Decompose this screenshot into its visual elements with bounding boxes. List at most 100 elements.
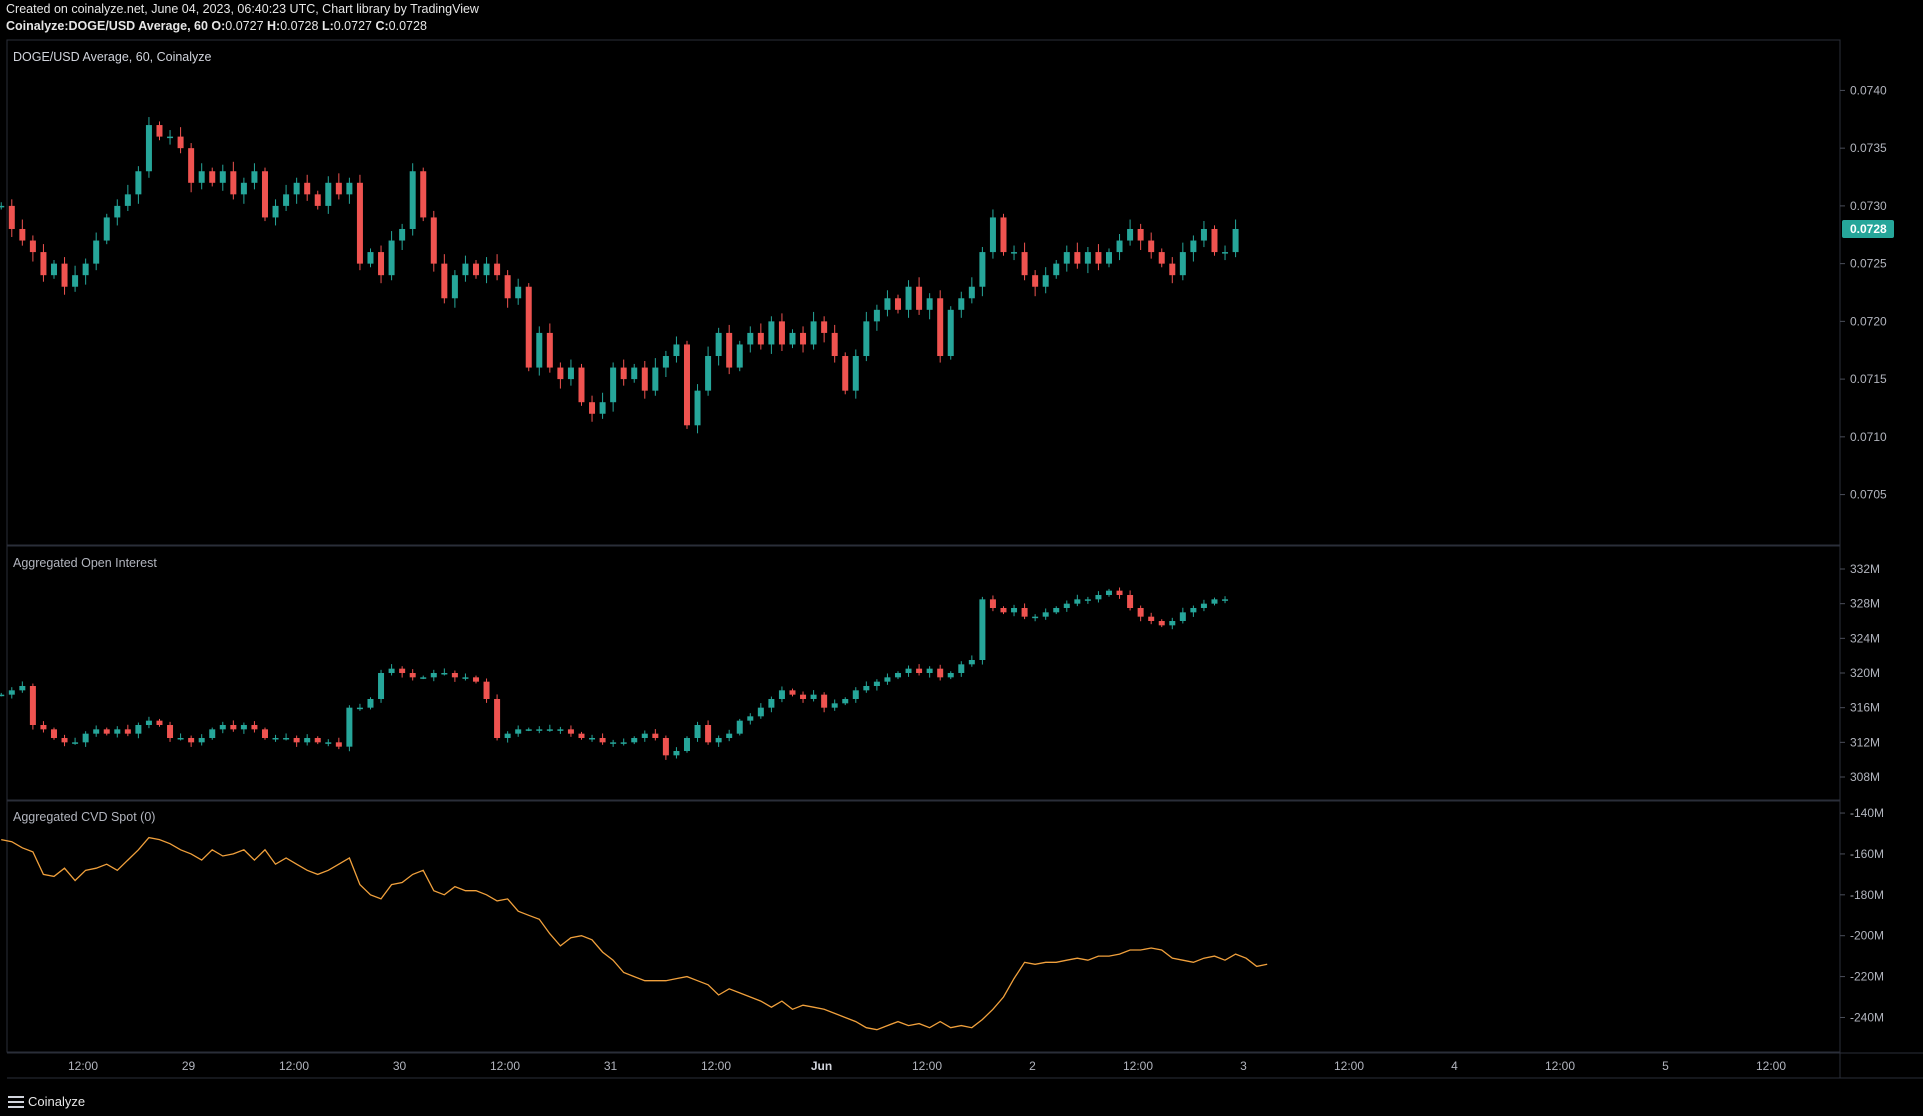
y-tick-label: 312M [1850,735,1880,749]
candle-body [114,729,121,734]
candle-body [652,733,659,738]
candle-body [831,703,838,708]
candle-body [525,729,532,731]
candle-body [926,298,933,310]
candle-body [958,664,965,673]
chart-canvas[interactable]: DOGE/USD Average, 60, Coinalyze Aggregate… [0,0,1923,1088]
candle-body [82,733,89,743]
candle-body [188,148,195,183]
y-tick-label: 0.0715 [1850,372,1887,386]
y-tick-label: 0.0740 [1850,83,1887,97]
candle-body [652,367,659,391]
candle-body [504,733,511,738]
candle-body [536,332,543,368]
candle-body [1137,608,1144,617]
candle-body [800,694,807,699]
candle-body [873,681,880,686]
x-tick-label: 12:00 [1123,1059,1153,1073]
candle-body [916,286,923,310]
candle-body [800,332,807,345]
high-label: H: [267,19,281,33]
low-label: L: [321,19,334,33]
candle-body [378,673,385,699]
candle-body [420,171,427,218]
candle-body [8,690,15,695]
candle-body [261,729,268,738]
candle-body [19,686,26,691]
candle-body [1158,252,1165,264]
x-tick-label: 4 [1451,1059,1458,1073]
candle-body [1211,228,1218,253]
candle-body [314,738,321,743]
candle-body [325,182,332,206]
candle-body [167,725,174,738]
brand-label[interactable]: Coinalyze [28,1094,86,1109]
candle-body [1011,608,1018,613]
candle-body [599,402,606,414]
menu-icon[interactable] [8,1096,24,1108]
candle-body [251,725,258,730]
candle-body [367,699,374,708]
candle-body [821,694,828,708]
candle-body [631,738,638,743]
candle-body [1042,612,1049,617]
candle-body [778,690,785,699]
x-tick-label: 3 [1240,1059,1247,1073]
x-tick-label: 5 [1662,1059,1669,1073]
candle-body [1222,252,1229,254]
y-tick-label: -160M [1850,847,1884,861]
x-tick-label: 12:00 [1756,1059,1786,1073]
candle-body [335,742,342,747]
candle-body [515,286,522,299]
candle-body [40,725,47,730]
candle-body [61,738,68,743]
candle-body [715,332,722,357]
candle-body [705,725,712,743]
candle-body [304,738,311,743]
candle-body [378,252,385,276]
candle-body [863,321,870,357]
candle-body [1105,252,1112,264]
symbol-name: Coinalyze:DOGE/USD Average, 60 [6,19,208,33]
candle-body [399,668,406,673]
candle-body [821,321,828,333]
candle-body [314,194,321,206]
candle-body [979,252,986,287]
high-value: 0.0728 [280,19,319,33]
candle-body [557,367,564,380]
candle-body [1074,252,1081,264]
candle-body [293,738,300,743]
y-tick-label: -180M [1850,888,1884,902]
candle-body [873,309,880,322]
candle-body [367,252,374,264]
candle-body [293,182,300,195]
x-tick-label: 29 [182,1059,196,1073]
candle-body [240,725,247,730]
candle-body [905,668,912,673]
candle-body [451,275,458,299]
candle-body [1105,590,1112,595]
candle-body [884,298,891,310]
y-tick-label: 0.0720 [1850,314,1887,328]
candle-body [1095,252,1102,264]
candle-body [335,182,342,195]
y-tick-label: 324M [1850,631,1880,645]
candle-body [831,332,838,357]
candle-body [747,332,754,345]
y-tick-label: 0.0735 [1850,141,1887,155]
candle-body [93,729,100,734]
candle-body [1169,263,1176,276]
y-tick-label: 332M [1850,562,1880,576]
candle-body [103,729,110,734]
candle-body [50,729,57,738]
candle-body [1116,240,1123,253]
candle-body [472,263,479,276]
candle-body [1032,616,1039,619]
candle-body [852,356,859,391]
candle-body [72,742,79,744]
candle-body [72,275,79,287]
last-price-badge [1842,219,1894,238]
candle-body [346,182,353,195]
candle-body [567,367,574,380]
candle-body [715,738,722,743]
